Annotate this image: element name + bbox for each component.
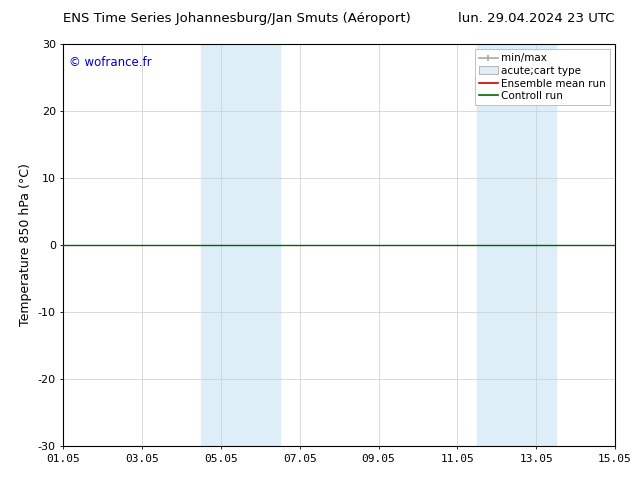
Text: ENS Time Series Johannesburg/Jan Smuts (Aéroport): ENS Time Series Johannesburg/Jan Smuts (… <box>63 12 411 25</box>
Bar <box>477 44 556 446</box>
Y-axis label: Temperature 850 hPa (°C): Temperature 850 hPa (°C) <box>19 164 32 326</box>
Bar <box>202 44 280 446</box>
Text: © wofrance.fr: © wofrance.fr <box>69 56 152 69</box>
Legend: min/max, acute;cart type, Ensemble mean run, Controll run: min/max, acute;cart type, Ensemble mean … <box>475 49 610 105</box>
Text: lun. 29.04.2024 23 UTC: lun. 29.04.2024 23 UTC <box>458 12 615 25</box>
